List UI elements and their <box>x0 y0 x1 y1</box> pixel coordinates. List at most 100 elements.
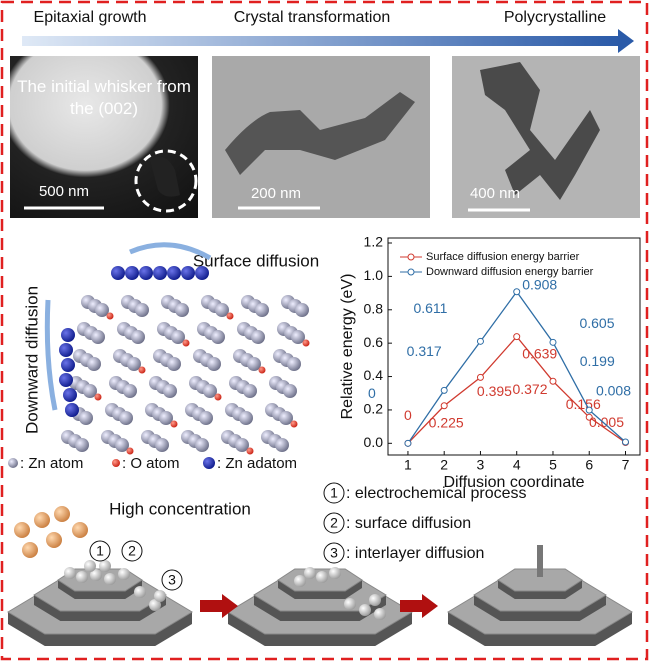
zn-atom <box>287 357 301 371</box>
legend-marker <box>407 253 415 261</box>
zn-atom <box>123 384 137 398</box>
data-point <box>621 438 629 446</box>
terrace-side <box>498 580 582 599</box>
o-atom <box>138 366 146 374</box>
data-label: 0.317 <box>407 343 442 359</box>
terrace-side <box>8 612 192 646</box>
step-text: : electrochemical process <box>346 485 527 502</box>
zn-adatom <box>63 388 77 402</box>
zn-atom <box>119 411 133 425</box>
legend-label: Surface diffusion energy barrier <box>426 251 580 263</box>
zn-atom <box>291 330 305 344</box>
zn-atom <box>203 384 217 398</box>
zn-atom <box>79 411 93 425</box>
step-text: : interlayer diffusion <box>346 545 484 562</box>
step-circle <box>323 512 345 534</box>
zn-atom <box>199 411 213 425</box>
y-tick-label: 0.2 <box>364 401 384 417</box>
zn-atom <box>255 303 269 317</box>
zn-ball <box>118 568 130 580</box>
y-tick-label: 0.0 <box>364 434 384 450</box>
progress-arrow <box>22 36 620 46</box>
zn-atom <box>135 303 149 317</box>
x-tick-label: 7 <box>622 457 630 473</box>
zn-atom <box>275 438 289 452</box>
zn-atom <box>131 330 145 344</box>
data-point <box>549 338 557 346</box>
model-label: Surface diffusion <box>193 251 319 270</box>
zn-adatom <box>139 266 153 280</box>
scheme-title: High concentration <box>109 499 251 518</box>
x-tick-label: 5 <box>549 457 557 473</box>
plot-frame <box>387 237 641 456</box>
y-tick-label: 0.8 <box>364 300 384 316</box>
surface-arrow <box>129 242 212 261</box>
x-tick-label: 6 <box>585 457 593 473</box>
terrace-side <box>278 580 362 599</box>
zn-atom <box>127 357 141 371</box>
zn-adatom <box>195 266 209 280</box>
zn-atom <box>155 438 169 452</box>
ion-ball <box>54 506 70 522</box>
atom-legend: : O atom <box>122 455 180 472</box>
terrace-side <box>228 612 412 646</box>
legend-atom <box>112 459 120 467</box>
legend-atom <box>203 457 215 469</box>
o-atom <box>290 420 298 428</box>
zn-atom <box>235 438 249 452</box>
zn-atom <box>283 384 297 398</box>
line-chart: 0.0 0.2 0.4 0.6 0.8 1.0 1.2 1 2 3 4 5 6 7 Diffusion co… <box>339 234 641 491</box>
data-point <box>404 439 412 447</box>
zn-atom <box>279 411 293 425</box>
data-label: 0 <box>404 407 412 423</box>
stage-label: Epitaxial growth <box>34 9 147 26</box>
ion-ball <box>72 522 88 538</box>
zn-ball <box>374 608 386 620</box>
zn-adatom <box>125 266 139 280</box>
step-list: 1 : electrochemical process 2 : surface … <box>323 482 527 564</box>
zn-adatom <box>61 358 75 372</box>
downward-arrow <box>44 299 58 411</box>
y-tick-label: 0.6 <box>364 334 384 350</box>
polycrystal <box>480 62 600 200</box>
image-caption: The initial whisker from the (002) <box>17 77 191 118</box>
zn-ball <box>104 573 116 585</box>
step-circle <box>121 540 143 562</box>
zn-adatom <box>59 343 73 357</box>
zn-ball <box>369 594 381 606</box>
zn-atom <box>95 303 109 317</box>
zn-ball <box>134 586 146 598</box>
zn-adatom <box>111 266 125 280</box>
x-tick-label: 1 <box>404 457 412 473</box>
ion-ball <box>22 542 38 558</box>
zn-adatom <box>65 403 79 417</box>
data-point <box>585 406 593 414</box>
zn-ball <box>154 590 166 602</box>
legend-atom <box>8 458 18 468</box>
ion-ball <box>14 522 30 538</box>
step-number: 1 <box>330 485 338 501</box>
o-atom <box>226 312 234 320</box>
data-label: 0.372 <box>512 381 547 397</box>
caption-box: The initial whisker from the (002) <box>17 77 191 118</box>
zn-atom <box>167 357 181 371</box>
scale-label: 400 nm <box>470 185 520 202</box>
zn-atom <box>295 303 309 317</box>
zn-atom <box>115 438 129 452</box>
zn-ball <box>90 569 102 581</box>
zn-adatom <box>153 266 167 280</box>
atom-legend: : Zn adatom <box>217 455 297 472</box>
legend-label: Downward diffusion energy barrier <box>426 266 594 278</box>
zn-atom <box>163 384 177 398</box>
zn-atom <box>207 357 221 371</box>
data-label: 0.639 <box>522 345 557 361</box>
data-label: 0.199 <box>580 353 615 369</box>
data-label: 0.605 <box>579 315 614 331</box>
process-arrow <box>400 594 438 618</box>
scale-label: 500 nm <box>39 183 89 200</box>
zn-adatom <box>59 373 73 387</box>
step-circle <box>161 569 183 591</box>
zn-atom <box>211 330 225 344</box>
x-tick-label: 3 <box>477 457 485 473</box>
y-tick-label: 1.0 <box>364 267 384 283</box>
